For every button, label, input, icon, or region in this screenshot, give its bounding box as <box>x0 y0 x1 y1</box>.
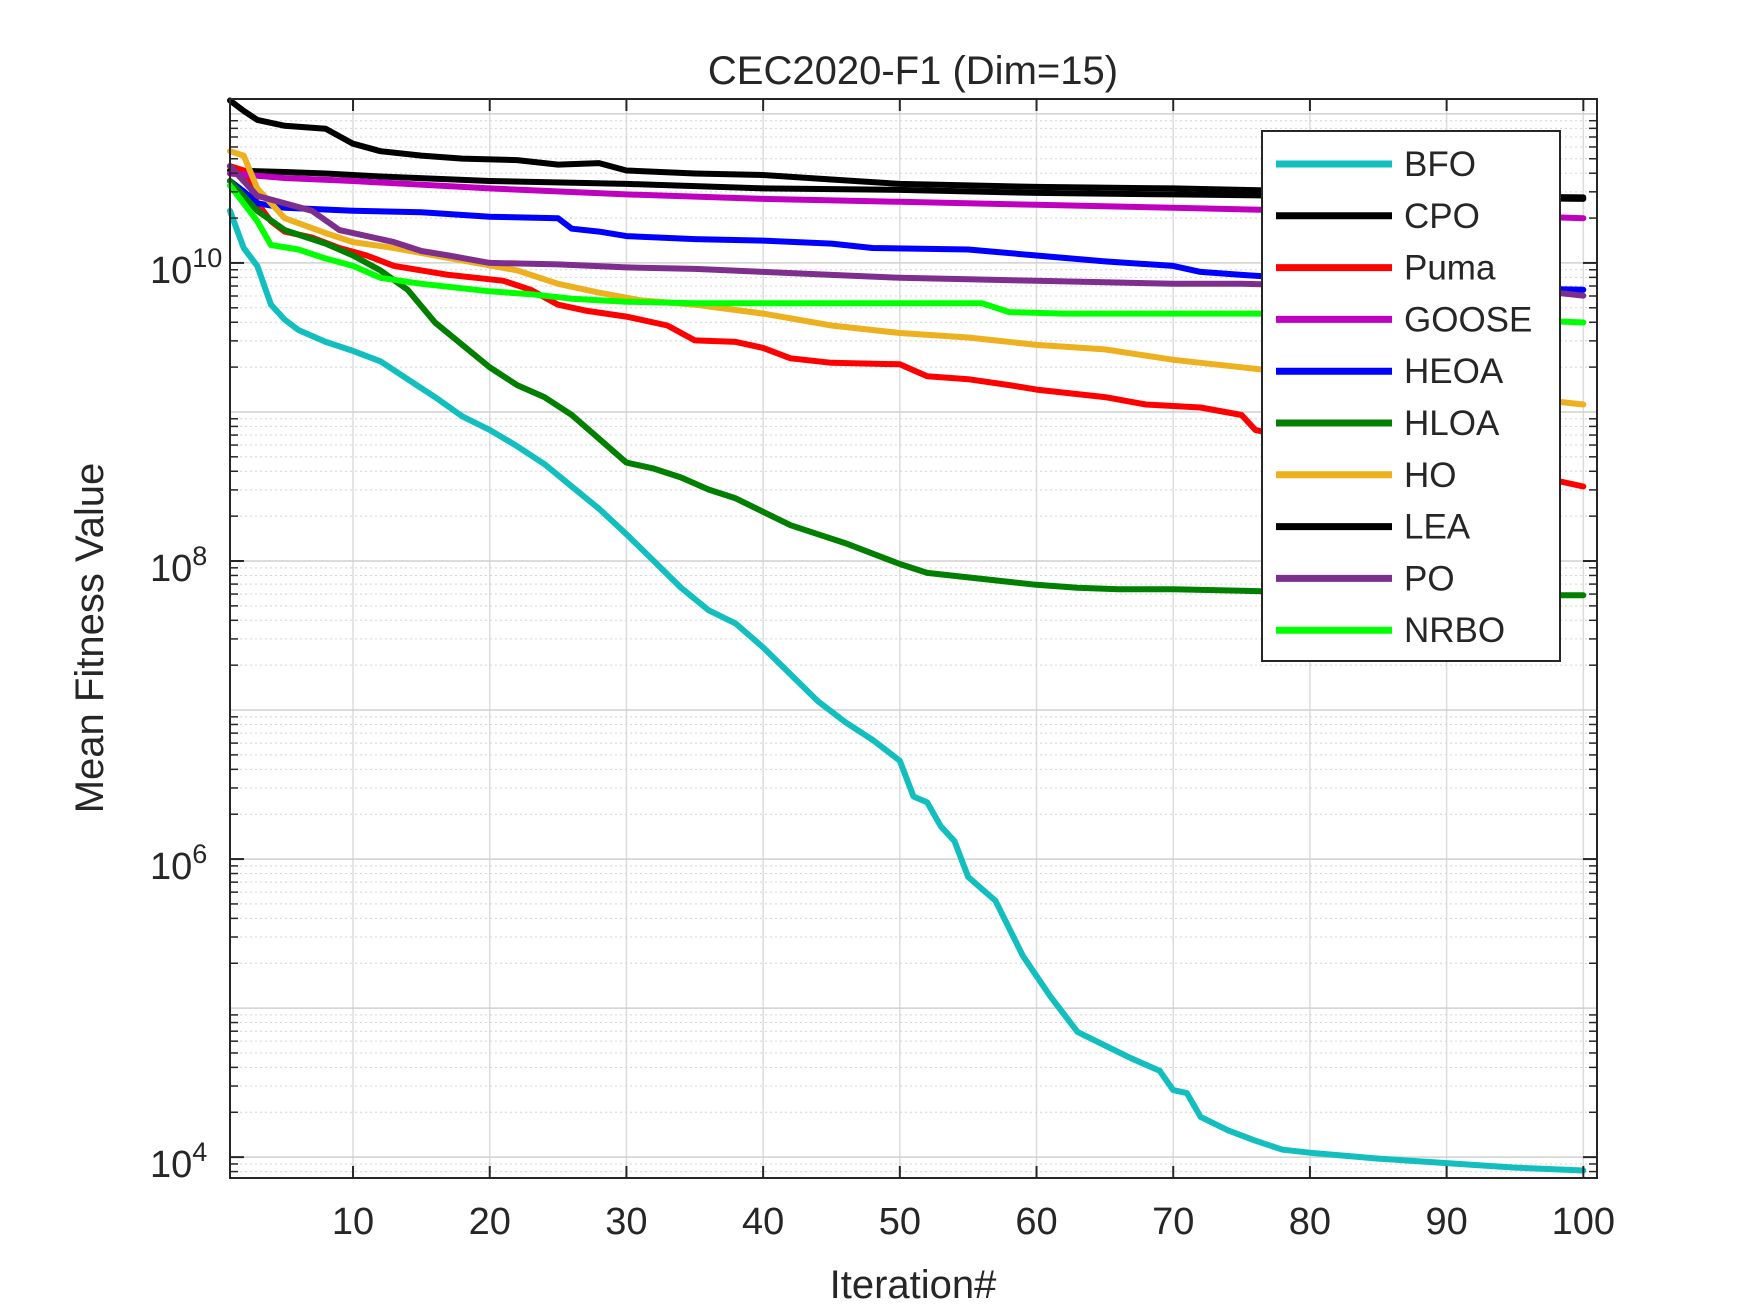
y-tick-label: 106 <box>150 839 207 888</box>
legend-label-nrbo: NRBO <box>1404 611 1505 650</box>
x-tick-label: 30 <box>605 1201 647 1243</box>
x-axis-label: Iteration# <box>830 1263 998 1307</box>
series-line-nrbo <box>227 182 1587 326</box>
x-tick-label: 20 <box>469 1201 511 1243</box>
legend-label-puma: Puma <box>1404 249 1496 288</box>
series-line-lea <box>227 97 1587 201</box>
x-tick-label: 70 <box>1152 1201 1194 1243</box>
legend-label-po: PO <box>1404 559 1455 598</box>
legend-label-ho: HO <box>1404 456 1457 495</box>
x-tick-label: 60 <box>1015 1201 1057 1243</box>
series-line-hloa <box>227 178 1587 599</box>
y-tick-label: 1010 <box>150 243 222 292</box>
x-tick-label: 50 <box>879 1201 921 1243</box>
legend-label-lea: LEA <box>1404 508 1471 547</box>
series-line-bfo <box>227 207 1587 1174</box>
legend-label-hloa: HLOA <box>1404 404 1500 443</box>
legend-box <box>1261 130 1561 662</box>
x-tick-label: 100 <box>1552 1201 1615 1243</box>
x-tick-label: 10 <box>332 1201 374 1243</box>
axis-ticks: 10 20 30 40 50 60 70 80 90 100 104 106 108 1010 <box>150 99 1615 1243</box>
y-axis-label: Mean Fitness Value <box>68 463 112 814</box>
legend-label-bfo: BFO <box>1404 145 1476 184</box>
chart-title: CEC2020-F1 (Dim=15) <box>708 49 1118 93</box>
legend-label-goose: GOOSE <box>1404 300 1532 339</box>
legend-label-cpo: CPO <box>1404 197 1480 236</box>
legend: BFO CPO Puma GOOSE HEOA HLOA HO LEA PO NRBO <box>1261 130 1561 662</box>
x-tick-label: 40 <box>742 1201 784 1243</box>
legend-label-heoa: HEOA <box>1404 352 1504 391</box>
x-tick-label: 80 <box>1289 1201 1331 1243</box>
y-tick-label: 108 <box>150 541 207 590</box>
y-tick-label: 104 <box>150 1137 207 1186</box>
x-tick-label: 90 <box>1425 1201 1467 1243</box>
